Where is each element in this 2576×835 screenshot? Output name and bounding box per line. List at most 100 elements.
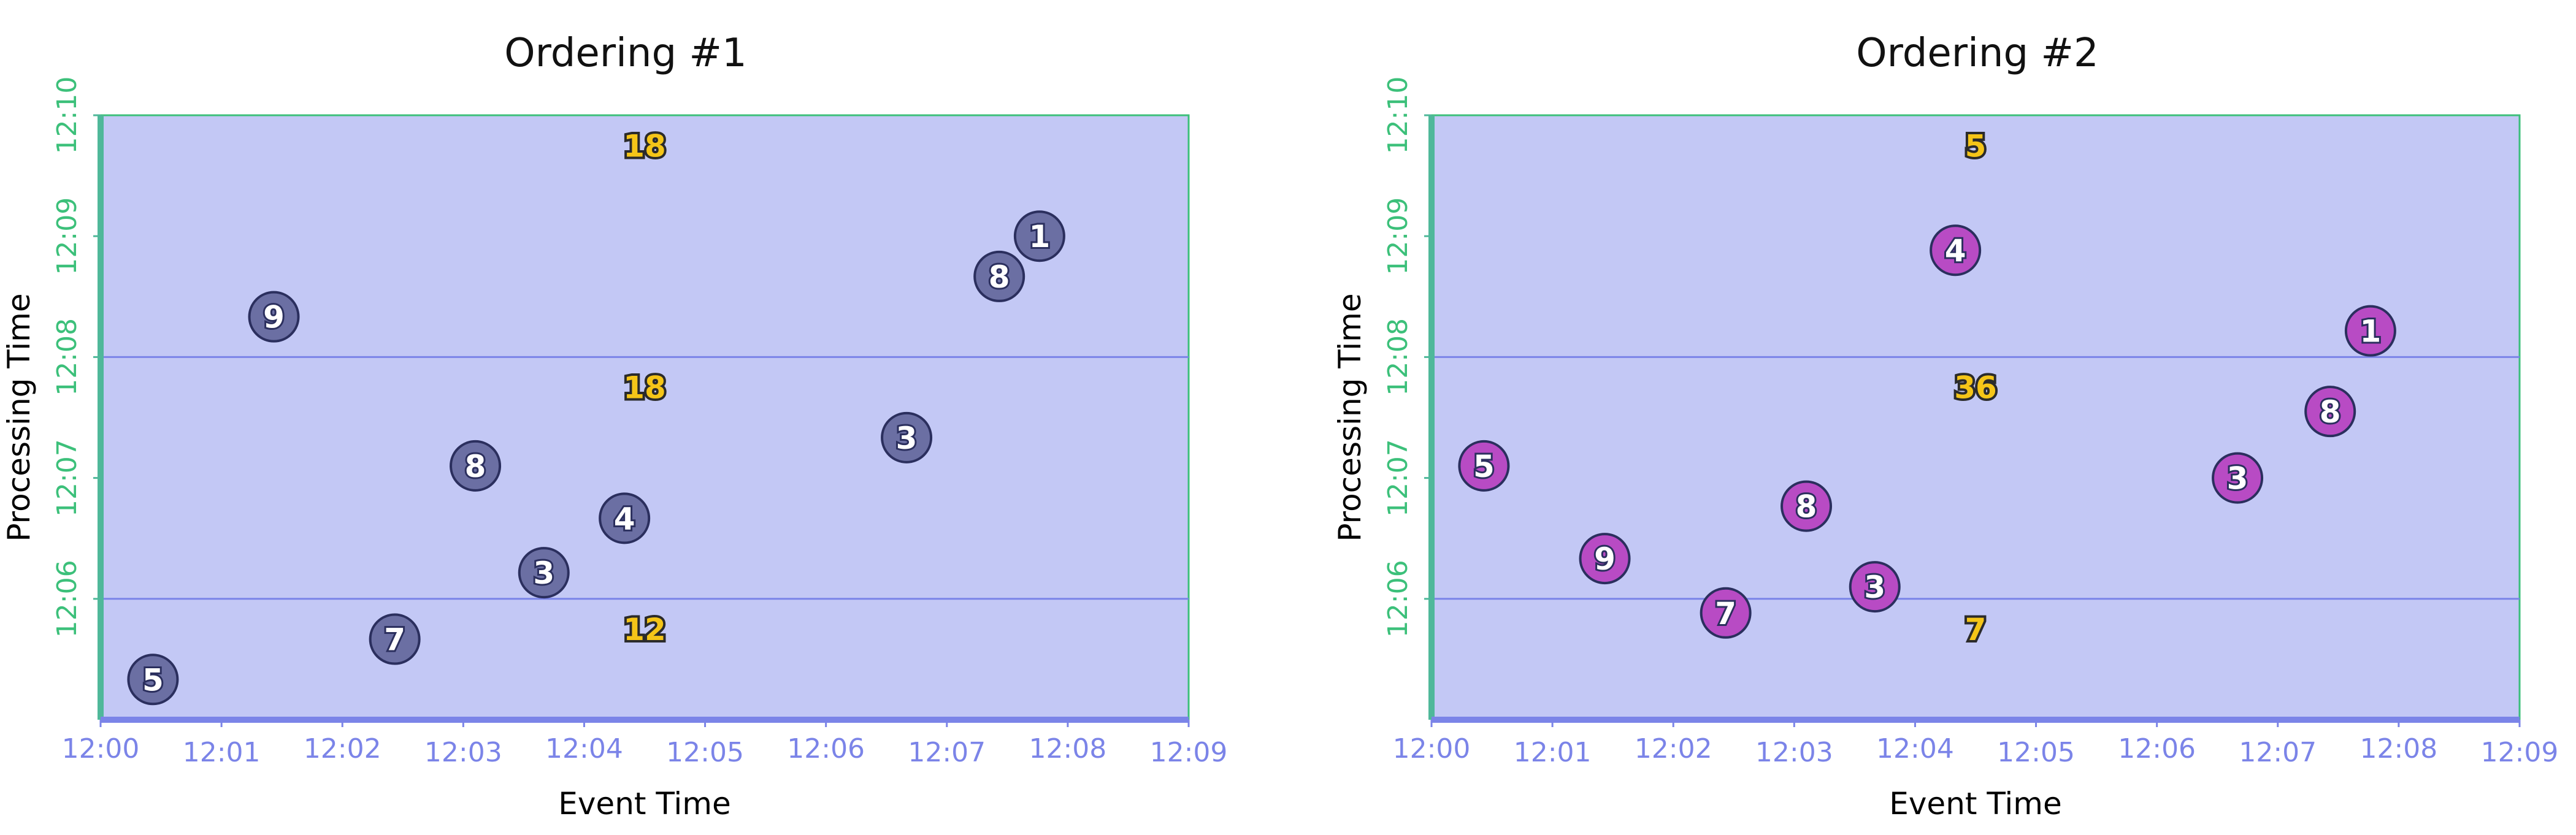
chart-2-title: Ordering #2 [1856, 31, 2099, 76]
data-point-marker [248, 291, 300, 343]
chart-2-window-dividers [1432, 356, 2520, 600]
y-tick-label: 12:08 [52, 318, 83, 396]
data-point: 9 [248, 291, 300, 343]
data-point: 9 [1579, 533, 1631, 585]
data-point-marker [2304, 386, 2356, 438]
data-point-label: 3 [2227, 461, 2248, 497]
chart-2-y-axis-label: Processing Time [1332, 293, 1368, 541]
data-point-marker [1849, 561, 1901, 613]
data-point-label: 5 [1473, 449, 1495, 484]
data-point-label: 4 [1945, 233, 1966, 269]
data-point-marker [1781, 480, 1833, 532]
chart-2-x-axis-label: Event Time [1889, 786, 2062, 822]
data-point-label: 8 [989, 259, 1010, 295]
data-point-label: 1 [1029, 219, 1050, 254]
data-point-marker [1013, 210, 1065, 262]
x-tick-label: 12:05 [666, 737, 744, 768]
data-point-marker [881, 411, 933, 463]
y-tick-label: 12:06 [52, 560, 83, 638]
data-point-label: 7 [384, 622, 405, 658]
x-tick-label: 12:08 [1029, 733, 1106, 764]
data-point-marker [1930, 224, 1982, 276]
y-tick-label: 12:09 [1382, 197, 1414, 275]
chart-2-x-ticks: 12:00 12:01 12:02 12:03 12:04 12:05 12:06 12:07… [1393, 720, 2559, 768]
data-point-marker [2344, 305, 2396, 357]
data-point: 7 [1700, 587, 1752, 639]
data-point-marker [518, 547, 570, 599]
x-tick-label: 12:09 [2481, 737, 2559, 768]
window-sum-label: 36 [1954, 370, 1997, 406]
x-tick-label: 12:00 [1393, 733, 1471, 764]
x-tick-label: 12:03 [424, 737, 502, 768]
data-point: 8 [1781, 480, 1833, 532]
y-tick-label: 12:10 [1382, 77, 1414, 154]
chart-2-sums: 7 36 5 [1952, 126, 1999, 650]
data-point: 3 [2212, 452, 2264, 504]
y-tick-label: 12:09 [52, 197, 83, 275]
chart-1-plot-area [99, 114, 1190, 721]
chart-panel-2: Ordering #2 12:00 12:01 12:02 12:03 12:04 12:… [1332, 31, 2558, 822]
data-point-label: 4 [614, 501, 635, 536]
data-point-label: 5 [142, 662, 164, 698]
window-sum-label: 12 [623, 612, 666, 647]
chart-2-y-ticks: 12:06 12:07 12:08 12:09 12:10 [1382, 77, 1432, 638]
chart-2-points: 5 9 7 8 3 4 3 8 1 [1458, 224, 2396, 639]
x-tick-label: 12:03 [1755, 737, 1833, 768]
y-tick-label: 12:07 [52, 439, 83, 517]
x-tick-label: 12:06 [787, 733, 865, 764]
data-point-label: 9 [1594, 541, 1616, 577]
x-tick-label: 12:02 [1635, 733, 1712, 764]
data-point-marker [1458, 440, 1510, 492]
data-point-marker [1579, 533, 1631, 585]
data-point-label: 7 [1715, 596, 1736, 631]
data-point: 7 [369, 613, 421, 665]
x-tick-label: 12:07 [908, 737, 986, 768]
x-tick-label: 12:05 [1997, 737, 2075, 768]
chart-1-sums: 12 18 18 [621, 126, 669, 650]
data-point-label: 8 [1796, 489, 1817, 525]
y-tick-label: 12:06 [1382, 560, 1414, 638]
data-point-marker [450, 440, 502, 492]
x-tick-label: 12:01 [183, 737, 261, 768]
y-tick-label: 12:08 [1382, 318, 1414, 396]
chart-1-x-axis-label: Event Time [558, 786, 731, 822]
data-point: 1 [2344, 305, 2396, 357]
x-tick-label: 12:00 [62, 733, 140, 764]
x-tick-label: 12:04 [1876, 733, 1954, 764]
chart-1-y-axis-label: Processing Time [1, 293, 37, 541]
chart-panel-1: Ordering #1 12:00 12:01 12:02 12:03 12:04 12:… [1, 31, 1227, 822]
x-tick-label: 12:06 [2118, 733, 2196, 764]
x-tick-label: 12:01 [1514, 737, 1592, 768]
chart-1-x-ticks: 12:00 12:01 12:02 12:03 12:04 12:05 12:06 12:07… [62, 720, 1227, 768]
data-point-label: 8 [465, 449, 486, 484]
data-point-label: 3 [896, 421, 918, 456]
data-point: 8 [973, 250, 1025, 302]
chart-1-y-ticks: 12:06 12:07 12:08 12:09 12:10 [52, 77, 101, 638]
data-point-label: 9 [263, 300, 285, 335]
window-sum-label: 5 [1965, 128, 1987, 164]
x-tick-label: 12:02 [304, 733, 381, 764]
data-point: 4 [1930, 224, 1982, 276]
data-point: 5 [127, 654, 179, 706]
data-point-label: 1 [2359, 314, 2381, 349]
data-point-marker [973, 250, 1025, 302]
data-point-label: 3 [1864, 570, 1885, 605]
chart-1-title: Ordering #1 [504, 31, 747, 76]
data-point-marker [599, 492, 651, 544]
data-point: 4 [599, 492, 651, 544]
x-tick-label: 12:08 [2359, 733, 2437, 764]
data-point: 1 [1013, 210, 1065, 262]
data-point-marker [1700, 587, 1752, 639]
chart-1-window-dividers [101, 356, 1189, 600]
data-point: 3 [881, 411, 933, 463]
window-sum-label: 7 [1965, 612, 1987, 647]
data-point-marker [2212, 452, 2264, 504]
y-tick-label: 12:10 [52, 77, 83, 154]
y-tick-label: 12:07 [1382, 439, 1414, 517]
data-point-label: 3 [533, 555, 554, 591]
data-point-marker [369, 613, 421, 665]
x-tick-label: 12:04 [545, 733, 623, 764]
window-sum-label: 18 [623, 370, 666, 406]
